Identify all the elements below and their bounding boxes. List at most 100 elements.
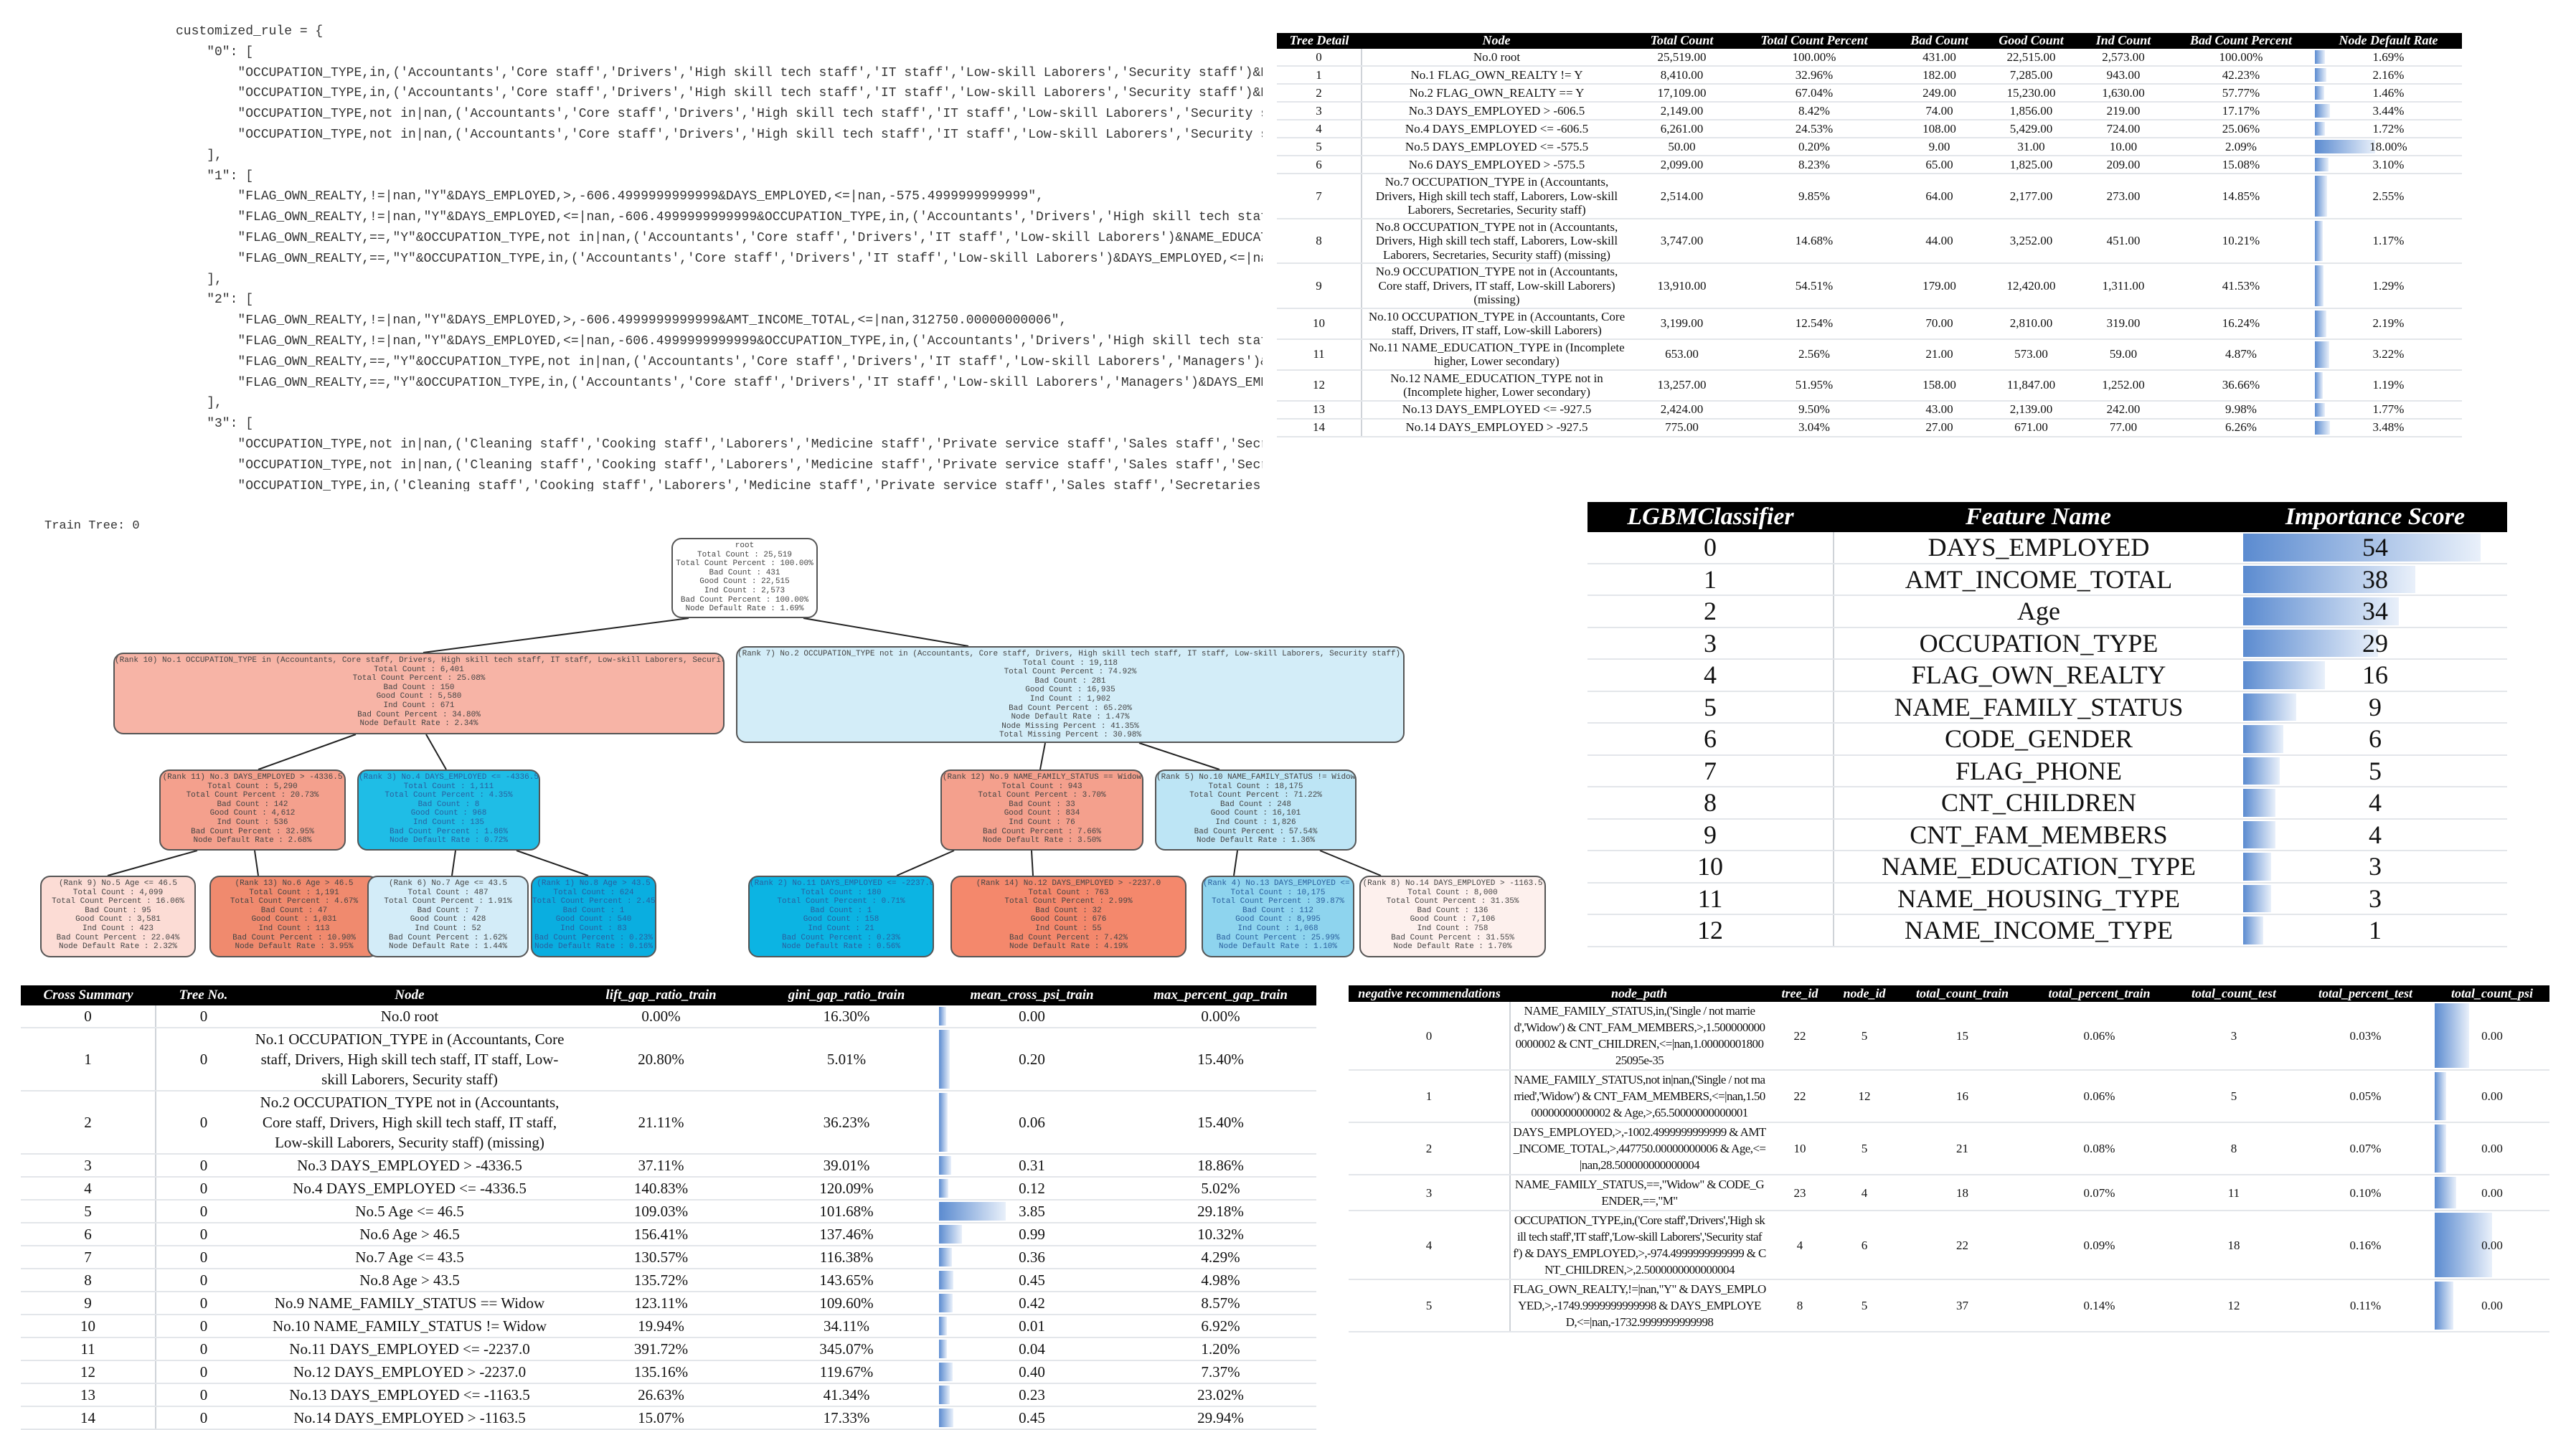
table-row: 0 0 No.0 root 0.00% 16.30% 0.00 0.00%: [21, 1005, 1316, 1028]
node-stat: Bad Count Percent : 0.23%: [781, 933, 901, 942]
table-cell: 0.11%: [2296, 1279, 2435, 1332]
node-stat: Total Missing Percent : 30.98%: [999, 731, 1142, 740]
table-cell: 0.05%: [2296, 1070, 2435, 1123]
table-cell: 41.34%: [754, 1383, 939, 1407]
node-stat: Node Missing Percent : 41.35%: [1001, 721, 1139, 731]
table-row: 2 0 No.2 OCCUPATION_TYPE not in (Accountan…: [21, 1091, 1316, 1155]
table-cell: 3,747.00: [1631, 218, 1732, 264]
table-cell: 724.00: [2080, 120, 2167, 138]
table-row: 8 0 No.8 Age > 43.5 135.72% 143.65% 0.45 4.98%: [21, 1269, 1316, 1292]
code-line: "1": [: [176, 169, 254, 184]
table-cell: 0: [21, 1005, 156, 1028]
table-cell: 9: [1587, 818, 1834, 851]
node-stat: Ind Count : 1,068: [1237, 924, 1318, 933]
node-stat: Total Count : 5,290: [207, 782, 298, 791]
data-bar: [939, 1363, 953, 1381]
column-header: node_id: [1831, 985, 1897, 1002]
code-line: "2": [: [176, 293, 254, 308]
tree-node-n12: (Rank 14) No.12 DAYS_EMPLOYED > -2237.0 T…: [950, 876, 1186, 957]
data-bar: [939, 1386, 950, 1404]
code-line: "FLAG_OWN_REALTY,!=|nan,"Y"&DAYS_EMPLOYE…: [176, 189, 1044, 204]
table-cell: 135.16%: [568, 1360, 754, 1384]
table-cell: No.7 OCCUPATION_TYPE in (Accountants, Dr…: [1362, 174, 1631, 219]
table-cell: 13,910.00: [1631, 263, 1732, 309]
data-bar: [939, 1007, 947, 1026]
table-row: 1 NAME_FAMILY_STATUS,not in|nan,('Single …: [1349, 1070, 2549, 1123]
cell-value: 1.19%: [2372, 378, 2405, 392]
table-cell: 135.72%: [568, 1269, 754, 1292]
cell-value: 0.45: [1019, 1272, 1045, 1289]
table-cell: No.12 NAME_EDUCATION_TYPE not in (Incomp…: [1362, 369, 1631, 402]
table-cell: 0: [156, 1028, 251, 1092]
edge-n4-n7: [451, 850, 456, 876]
edge-n4-n8: [516, 850, 589, 876]
node-stat: Node Default Rate : 1.47%: [1011, 713, 1130, 722]
cell-value: 1.17%: [2372, 234, 2405, 247]
table-cell: 16.30%: [754, 1005, 939, 1028]
table-cell: 2.56%: [1732, 338, 1896, 371]
table-cell: 0.06%: [2027, 1002, 2171, 1071]
node-stat: Total Count : 624: [553, 888, 634, 897]
table-cell: 3: [1587, 627, 1834, 660]
table-cell: DAYS_EMPLOYED: [1834, 532, 2243, 564]
data-bar: [2243, 789, 2275, 817]
data-bar: [2315, 68, 2326, 82]
table-cell: 21.11%: [568, 1091, 754, 1155]
table-cell: 8: [1587, 787, 1834, 820]
table-cell: 1: [2243, 914, 2507, 947]
table-cell: 3: [21, 1154, 156, 1178]
table-cell: 101.68%: [754, 1200, 939, 1223]
node-stat: Bad Count Percent : 7.42%: [1009, 933, 1128, 942]
table-cell: 2: [1587, 595, 1834, 628]
table-cell: 0.06: [939, 1091, 1125, 1155]
table-cell: 8.23%: [1732, 156, 1896, 174]
table-cell: 57.77%: [2167, 84, 2315, 103]
table-cell: 2.19%: [2315, 308, 2462, 340]
data-bar: [2435, 1177, 2457, 1208]
code-line: "OCCUPATION_TYPE,in,('Accountants','Core…: [176, 65, 1263, 80]
table-cell: 7: [1587, 754, 1834, 787]
data-bar: [2435, 1124, 2446, 1173]
table-row: 6 No.6 DAYS_EMPLOYED > -575.5 2,099.00 8.23…: [1277, 156, 2462, 174]
table-row: 1 0 No.1 OCCUPATION_TYPE in (Accountants, …: [21, 1028, 1316, 1092]
table-cell: 0.14%: [2027, 1279, 2171, 1332]
cell-value: 0.42: [1019, 1294, 1045, 1312]
table-cell: 18: [2171, 1211, 2296, 1280]
table-cell: 0.10%: [2296, 1175, 2435, 1211]
table-cell: 6.92%: [1125, 1315, 1316, 1338]
data-bar: [2243, 661, 2325, 689]
table-row: 13 0 No.13 DAYS_EMPLOYED <= -1163.5 26.63% 4…: [21, 1383, 1316, 1407]
data-bar: [2243, 693, 2296, 721]
data-bar: [939, 1202, 1006, 1221]
table-cell: NAME_EDUCATION_TYPE: [1834, 851, 2243, 884]
table-cell: 10: [1768, 1122, 1831, 1175]
node-stat: Ind Count : 83: [560, 924, 627, 933]
cell-value: 0.00: [2481, 1142, 2503, 1155]
node-stat: Good Count : 4,612: [209, 809, 296, 818]
table-row: 5 NAME_FAMILY_STATUS 9: [1587, 691, 2507, 724]
table-cell: 42.23%: [2167, 66, 2315, 85]
table-cell: 156.41%: [568, 1223, 754, 1246]
cell-value: 6: [2369, 724, 2382, 754]
table-cell: 1.20%: [1125, 1337, 1316, 1361]
tree-node-n6: (Rank 13) No.6 Age > 46.5 Total Count : 1…: [209, 876, 379, 957]
table-cell: AMT_INCOME_TOTAL: [1834, 563, 2243, 596]
table-cell: No.3 DAYS_EMPLOYED > -606.5: [1362, 102, 1631, 120]
table-row: 5 No.5 DAYS_EMPLOYED <= -575.5 50.00 0.20% 9…: [1277, 138, 2462, 156]
column-header: Tree No.: [156, 985, 251, 1005]
cell-value: 0.01: [1019, 1317, 1045, 1335]
table-cell: 10: [1277, 308, 1362, 340]
table-cell: 2,139.00: [1983, 400, 2080, 420]
node-stat: Bad Count : 150: [383, 683, 455, 692]
table-cell: 22: [1768, 1002, 1831, 1071]
table-row: 7 No.7 OCCUPATION_TYPE in (Accountants, D…: [1277, 174, 2462, 219]
node-stat: Good Count : 1,031: [251, 915, 337, 924]
data-bar: [2315, 122, 2325, 136]
table-cell: 116.38%: [754, 1246, 939, 1269]
table-cell: 0.31: [939, 1154, 1125, 1178]
node-stat: Node Default Rate : 2.32%: [58, 942, 178, 952]
table-row: 4 0 No.4 DAYS_EMPLOYED <= -4336.5 140.83% 12…: [21, 1177, 1316, 1201]
data-bar: [2243, 565, 2415, 593]
table-cell: 775.00: [1631, 418, 1732, 437]
cell-value: 3: [2369, 852, 2382, 881]
